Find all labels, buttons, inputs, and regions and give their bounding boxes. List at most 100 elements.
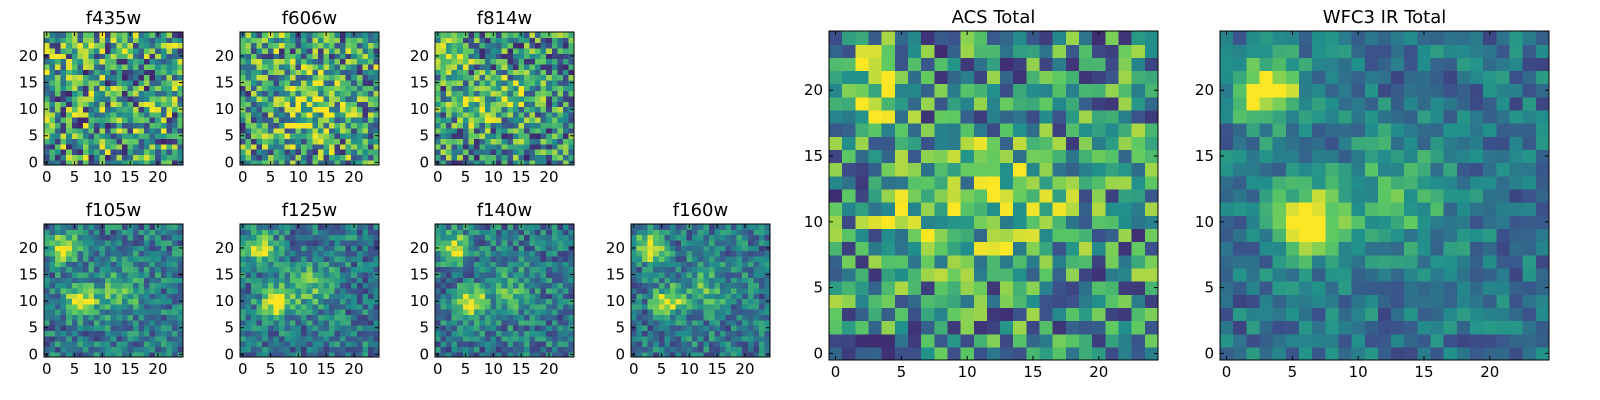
heatmap-cell: [55, 74, 62, 81]
heatmap-cell: [675, 277, 682, 284]
heatmap-cell: [127, 239, 134, 246]
heatmap-cell: [144, 159, 151, 166]
heatmap-cell: [49, 287, 56, 294]
heatmap-cell: [703, 282, 710, 289]
heatmap-cell: [88, 250, 95, 257]
heatmap-cell: [267, 90, 274, 97]
heatmap-cell: [669, 341, 677, 347]
heatmap-cell: [328, 351, 336, 358]
heatmap-cell: [284, 111, 291, 118]
heatmap-cell: [631, 314, 638, 321]
heatmap-cell: [290, 309, 297, 316]
heatmap-cell: [1144, 267, 1159, 282]
heatmap-cell: [88, 351, 95, 358]
heatmap-cell: [94, 287, 101, 294]
heatmap-cell: [155, 239, 162, 246]
heatmap-cell: [562, 255, 570, 262]
heatmap-cell: [60, 111, 67, 118]
heatmap-cell: [507, 346, 514, 353]
heatmap-cell: [686, 319, 693, 326]
heatmap-cell: [295, 117, 302, 124]
heatmap-cell: [94, 32, 101, 38]
heatmap-cell: [523, 149, 531, 155]
heatmap-cell: [71, 309, 78, 316]
heatmap-cell: [501, 117, 508, 124]
heatmap-cell: [468, 117, 475, 124]
heatmap-cell: [110, 309, 117, 316]
heatmap-cell: [55, 245, 62, 252]
heatmap-cell: [507, 309, 514, 316]
heatmap-cell: [278, 79, 286, 86]
heatmap-cell: [708, 271, 715, 278]
heatmap-cell: [284, 314, 291, 321]
heatmap-cell: [934, 333, 949, 348]
heatmap-cell: [669, 346, 677, 353]
heatmap-cell: [99, 111, 106, 118]
heatmap-cell: [77, 90, 84, 97]
heatmap-cell: [55, 266, 62, 273]
heatmap-cell: [94, 101, 101, 108]
heatmap-cell: [88, 224, 95, 230]
heatmap-cell: [71, 271, 78, 278]
heatmap-cell: [658, 261, 665, 268]
heatmap-cell: [501, 95, 508, 102]
heatmap-cell: [306, 255, 313, 262]
heatmap-cell: [490, 314, 497, 321]
heatmap-cell: [753, 314, 760, 321]
heatmap-cell: [435, 309, 442, 316]
heatmap-cell: [518, 149, 525, 155]
heatmap-cell: [149, 127, 156, 134]
heatmap-cell: [562, 287, 570, 294]
heatmap-cell: [290, 143, 297, 150]
heatmap-cell: [110, 143, 117, 150]
heatmap-cell: [714, 314, 721, 321]
heatmap-cell: [132, 101, 140, 108]
heatmap-cell: [245, 335, 252, 342]
heatmap-cell: [328, 325, 336, 331]
heatmap-cell: [82, 293, 90, 300]
heatmap-cell: [540, 53, 547, 60]
heatmap-cell: [251, 224, 258, 230]
heatmap-cell: [501, 303, 508, 310]
heatmap-cell: [88, 149, 95, 155]
heatmap-cell: [501, 319, 508, 326]
heatmap-cell: [290, 266, 297, 273]
heatmap-cell: [317, 346, 324, 353]
heatmap-cell: [367, 271, 375, 278]
heatmap-cell: [240, 229, 247, 236]
heatmap-cell: [328, 149, 336, 155]
heatmap-cell: [245, 245, 252, 252]
heatmap-cell: [334, 74, 341, 81]
heatmap-cell: [457, 101, 464, 108]
heatmap-cell: [367, 37, 375, 44]
heatmap-cell: [121, 37, 128, 44]
heatmap-cell: [166, 271, 173, 278]
heatmap-cell: [44, 143, 51, 150]
heatmap-cell: [435, 239, 442, 246]
heatmap-cell: [166, 298, 173, 305]
heatmap-cell: [171, 42, 179, 49]
heatmap-cell: [367, 69, 375, 76]
heatmap-cell: [479, 325, 486, 331]
heatmap-cell: [546, 229, 553, 236]
heatmap-cell: [171, 32, 179, 38]
heatmap-cell: [1105, 320, 1120, 335]
heatmap-cell: [636, 335, 643, 342]
heatmap-cell: [362, 127, 369, 134]
heatmap-cell: [301, 261, 308, 268]
heatmap-cell: [171, 229, 179, 236]
heatmap-cell: [127, 250, 134, 257]
heatmap-cell: [171, 127, 179, 134]
heatmap-cell: [273, 261, 280, 268]
heatmap-cell: [507, 133, 514, 139]
heatmap-cell: [529, 341, 536, 347]
heatmap-cell: [485, 133, 492, 139]
heatmap-cell: [658, 282, 665, 289]
heatmap-cell: [446, 224, 453, 230]
heatmap-cell: [367, 85, 375, 92]
heatmap-cell: [351, 106, 358, 113]
heatmap-cell: [240, 37, 247, 44]
heatmap-cell: [507, 335, 514, 342]
heatmap-cell: [512, 95, 519, 102]
